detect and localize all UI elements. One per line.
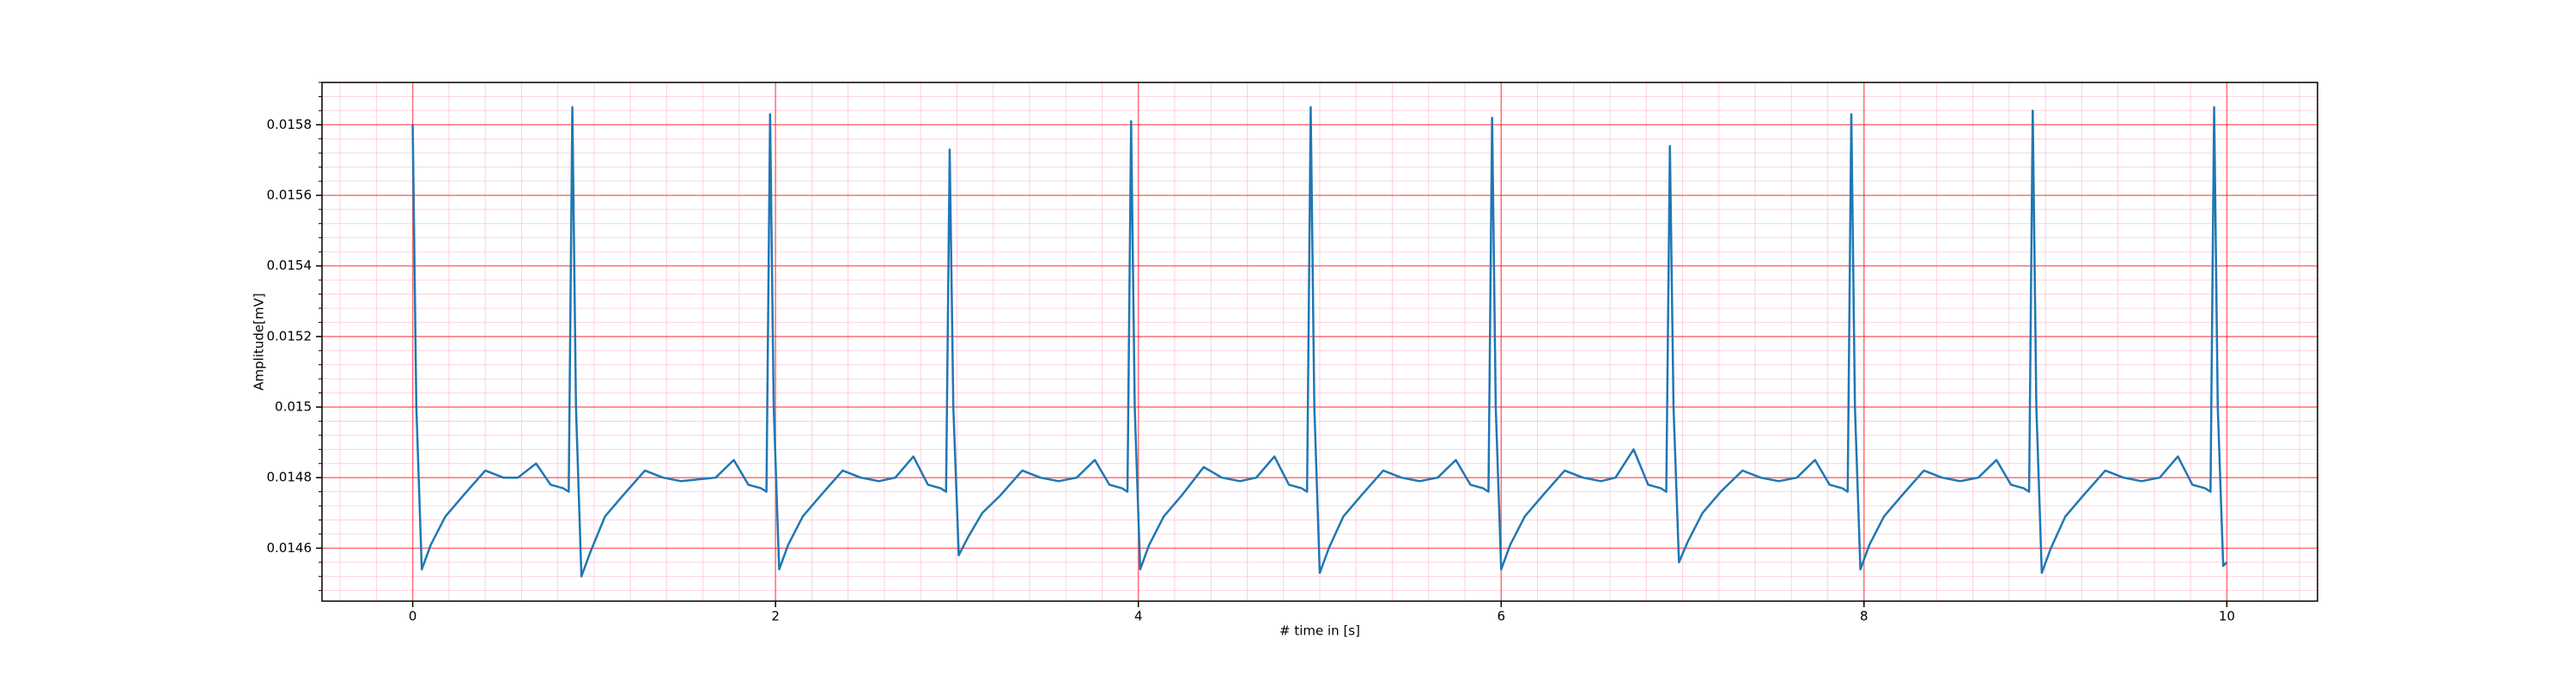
y-tick-label: 0.0158 xyxy=(267,117,313,132)
x-tick-label: 4 xyxy=(1134,609,1143,624)
y-tick-label: 0.0148 xyxy=(267,470,313,485)
ecg-line xyxy=(411,106,2228,578)
plot-frame xyxy=(321,82,2318,602)
y-axis-label: Amplitude[mV] xyxy=(252,293,267,390)
y-tick-label: 0.0152 xyxy=(267,328,313,344)
y-tick-label: 0.0146 xyxy=(267,540,313,556)
x-tick-label: 8 xyxy=(1860,609,1868,624)
x-tick-label: 6 xyxy=(1497,609,1505,624)
x-tick-label: 2 xyxy=(771,609,780,624)
y-tick-label: 0.0156 xyxy=(267,187,313,203)
x-tick-label: 0 xyxy=(409,609,417,624)
x-tick-label: 10 xyxy=(2219,609,2235,624)
y-tick-label: 0.015 xyxy=(275,399,312,415)
x-axis-label: # time in [s] xyxy=(1279,623,1360,639)
y-tick-label: 0.0154 xyxy=(267,258,313,273)
